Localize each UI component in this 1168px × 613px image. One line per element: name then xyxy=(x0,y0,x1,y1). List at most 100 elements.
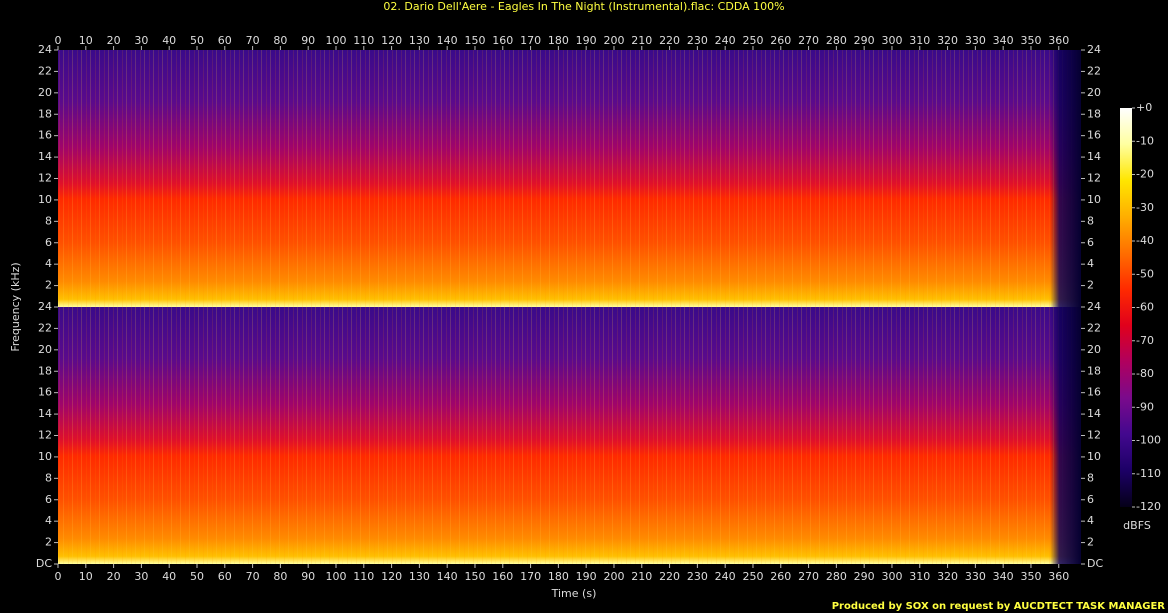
x-tick-label: 150 xyxy=(464,570,485,583)
y-tick-label: 4 xyxy=(1087,257,1094,270)
x-tick-label: 230 xyxy=(687,570,708,583)
x-tick-label: 20 xyxy=(107,34,121,47)
x-tick-label: 360 xyxy=(1048,570,1069,583)
x-tick-label: 20 xyxy=(107,570,121,583)
channel-1-fade xyxy=(1050,50,1081,307)
x-tick-label: 350 xyxy=(1020,570,1041,583)
x-tick-label: 250 xyxy=(742,570,763,583)
y-tick-label: 2 xyxy=(1087,279,1094,292)
x-tick-label: 240 xyxy=(715,34,736,47)
channel-2-texture xyxy=(58,307,1081,564)
y-tick-label: 6 xyxy=(45,493,52,506)
y-tick-label: 24 xyxy=(38,300,52,313)
x-tick-label: 90 xyxy=(301,34,315,47)
x-tick-label: 320 xyxy=(937,34,958,47)
chart-title: 02. Dario Dell'Aere - Eagles In The Nigh… xyxy=(383,0,784,13)
y-tick-label: 6 xyxy=(45,236,52,249)
x-tick-label: 340 xyxy=(993,570,1014,583)
y-tick-label: 10 xyxy=(1087,450,1101,463)
y-tick-label: 18 xyxy=(38,107,52,120)
x-tick-label: 220 xyxy=(659,570,680,583)
x-tick-label: 320 xyxy=(937,570,958,583)
colorbar-tick-label: -90 xyxy=(1136,400,1154,413)
colorbar-tick-label: -110 xyxy=(1136,467,1161,480)
colorbar-tick-label: -40 xyxy=(1136,234,1154,247)
x-tick-label: 40 xyxy=(162,34,176,47)
x-tick-label: 200 xyxy=(603,34,624,47)
y-tick-label: 10 xyxy=(38,450,52,463)
x-tick-label: 180 xyxy=(548,570,569,583)
y-tick-label: 14 xyxy=(1087,150,1101,163)
x-axis-label: Time (s) xyxy=(551,587,597,600)
colorbar-tick-label: -70 xyxy=(1136,334,1154,347)
channel-1-texture xyxy=(58,50,1081,307)
x-tick-label: 70 xyxy=(246,570,260,583)
x-tick-label: 210 xyxy=(631,34,652,47)
y-tick-label: 18 xyxy=(38,364,52,377)
x-tick-label: 300 xyxy=(881,34,902,47)
x-tick-label: 160 xyxy=(492,570,513,583)
y-tick-label: 12 xyxy=(1087,429,1101,442)
x-tick-label: 100 xyxy=(325,34,346,47)
x-tick-label: 200 xyxy=(603,570,624,583)
x-tick-label: 210 xyxy=(631,570,652,583)
x-tick-label: 120 xyxy=(381,570,402,583)
colorbar-tick-label: -20 xyxy=(1136,168,1154,181)
x-tick-label: 260 xyxy=(770,570,791,583)
x-tick-label: 0 xyxy=(55,34,62,47)
x-tick-label: 190 xyxy=(576,570,597,583)
colorbar-tick-label: -50 xyxy=(1136,267,1154,280)
x-tick-label: 140 xyxy=(437,34,458,47)
x-tick-label: 30 xyxy=(134,570,148,583)
x-tick-label: 300 xyxy=(881,570,902,583)
x-tick-label: 310 xyxy=(909,570,930,583)
colorbar-tick-label: -30 xyxy=(1136,201,1154,214)
x-tick-label: 70 xyxy=(246,34,260,47)
y-tick-label: 14 xyxy=(38,150,52,163)
colorbar-tick-label: -100 xyxy=(1136,434,1161,447)
x-tick-label: 150 xyxy=(464,34,485,47)
colorbar-tick-label: -120 xyxy=(1136,500,1161,513)
y-tick-label: 16 xyxy=(38,386,52,399)
y-tick-label: 22 xyxy=(1087,64,1101,77)
y-tick-label: 2 xyxy=(1087,536,1094,549)
x-tick-label: 60 xyxy=(218,34,232,47)
spectrogram xyxy=(58,50,1081,564)
y-tick-label: 16 xyxy=(1087,129,1101,142)
y-tick-label: 4 xyxy=(1087,514,1094,527)
y-tick-label: DC xyxy=(36,557,52,570)
y-tick-label: 12 xyxy=(38,172,52,185)
x-tick-label: 260 xyxy=(770,34,791,47)
colorbar-tick-label: -80 xyxy=(1136,367,1154,380)
y-tick-label: 24 xyxy=(1087,43,1101,56)
y-tick-label: 20 xyxy=(38,86,52,99)
x-tick-label: 250 xyxy=(742,34,763,47)
y-tick-label: 8 xyxy=(1087,471,1094,484)
x-tick-label: 350 xyxy=(1020,34,1041,47)
x-tick-label: 100 xyxy=(325,570,346,583)
colorbar-label: dBFS xyxy=(1123,519,1151,532)
x-tick-label: 280 xyxy=(826,34,847,47)
x-tick-label: 270 xyxy=(798,570,819,583)
x-tick-label: 50 xyxy=(190,34,204,47)
y-tick-label: 18 xyxy=(1087,107,1101,120)
y-tick-label: 24 xyxy=(38,43,52,56)
y-tick-label: 12 xyxy=(38,429,52,442)
x-tick-label: 330 xyxy=(965,570,986,583)
x-tick-label: 280 xyxy=(826,570,847,583)
x-tick-label: 180 xyxy=(548,34,569,47)
x-tick-label: 290 xyxy=(854,570,875,583)
x-tick-label: 30 xyxy=(134,34,148,47)
y-tick-label: 8 xyxy=(45,214,52,227)
x-tick-label: 0 xyxy=(55,570,62,583)
x-tick-label: 170 xyxy=(520,570,541,583)
x-tick-label: 50 xyxy=(190,570,204,583)
x-tick-label: 140 xyxy=(437,570,458,583)
y-tick-label: 10 xyxy=(38,193,52,206)
x-tick-label: 340 xyxy=(993,34,1014,47)
x-tick-label: 290 xyxy=(854,34,875,47)
colorbar-tick-label: +0 xyxy=(1136,101,1152,114)
y-tick-label: 20 xyxy=(1087,343,1101,356)
x-tick-label: 80 xyxy=(273,570,287,583)
